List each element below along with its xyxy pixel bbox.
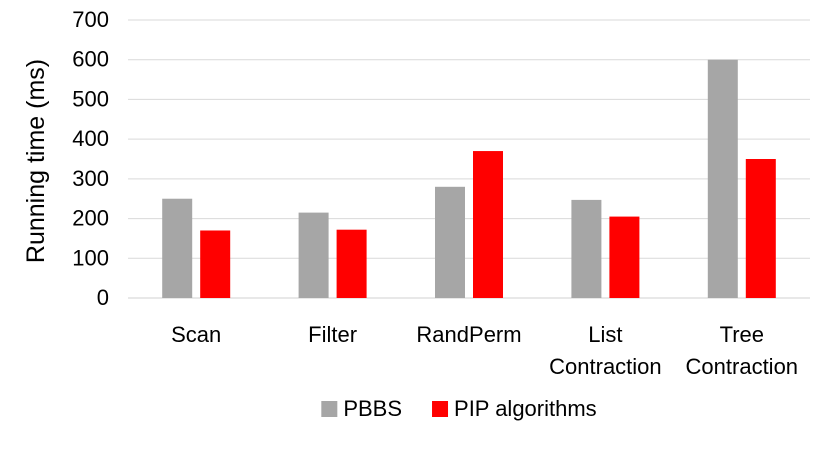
bar-pbbs-2	[435, 186, 465, 298]
y-tick-label: 300	[72, 166, 109, 191]
y-tick-label: 200	[72, 206, 109, 231]
legend-item: PBBS	[321, 396, 402, 421]
category-label: List Contraction	[549, 322, 662, 379]
y-tick-label: 500	[72, 86, 109, 111]
bar-pbbs-4	[707, 59, 738, 298]
category-label: Scan	[171, 322, 221, 347]
bar-pbbs-0	[162, 198, 193, 298]
bar-pbbs-1	[298, 212, 329, 298]
bar-pip-algorithms-1	[336, 229, 367, 298]
legend-item: PIP algorithms	[432, 396, 597, 421]
gridlines	[128, 19, 810, 299]
y-axis-ticks: 0 100 200 300 400 500 600 700	[72, 7, 109, 310]
bar-pip-algorithms-3	[609, 216, 640, 298]
legend-label: PBBS	[343, 396, 402, 421]
bar-pip-algorithms-2	[473, 151, 503, 298]
bar-pip-algorithms-4	[745, 159, 776, 298]
bars	[162, 59, 776, 298]
y-tick-label: 600	[72, 47, 109, 72]
category-label: RandPerm	[416, 322, 521, 347]
y-tick-label: 100	[72, 245, 109, 270]
bar-pip-algorithms-0	[200, 230, 231, 298]
legend-swatch	[432, 401, 449, 417]
legend: PBBS PIP algorithms	[321, 396, 597, 421]
y-tick-label: 0	[97, 285, 109, 310]
y-axis-title: Running time (ms)	[22, 59, 50, 263]
y-tick-label: 400	[72, 126, 109, 151]
bar-pbbs-3	[571, 199, 602, 298]
y-tick-label: 700	[72, 7, 109, 32]
category-label: Tree Contraction	[686, 322, 799, 379]
category-label: Filter	[308, 322, 357, 347]
legend-label: PIP algorithms	[454, 396, 597, 421]
legend-swatch	[321, 401, 338, 417]
category-labels: Scan Filter RandPerm List Contraction Tree Con…	[171, 322, 798, 379]
